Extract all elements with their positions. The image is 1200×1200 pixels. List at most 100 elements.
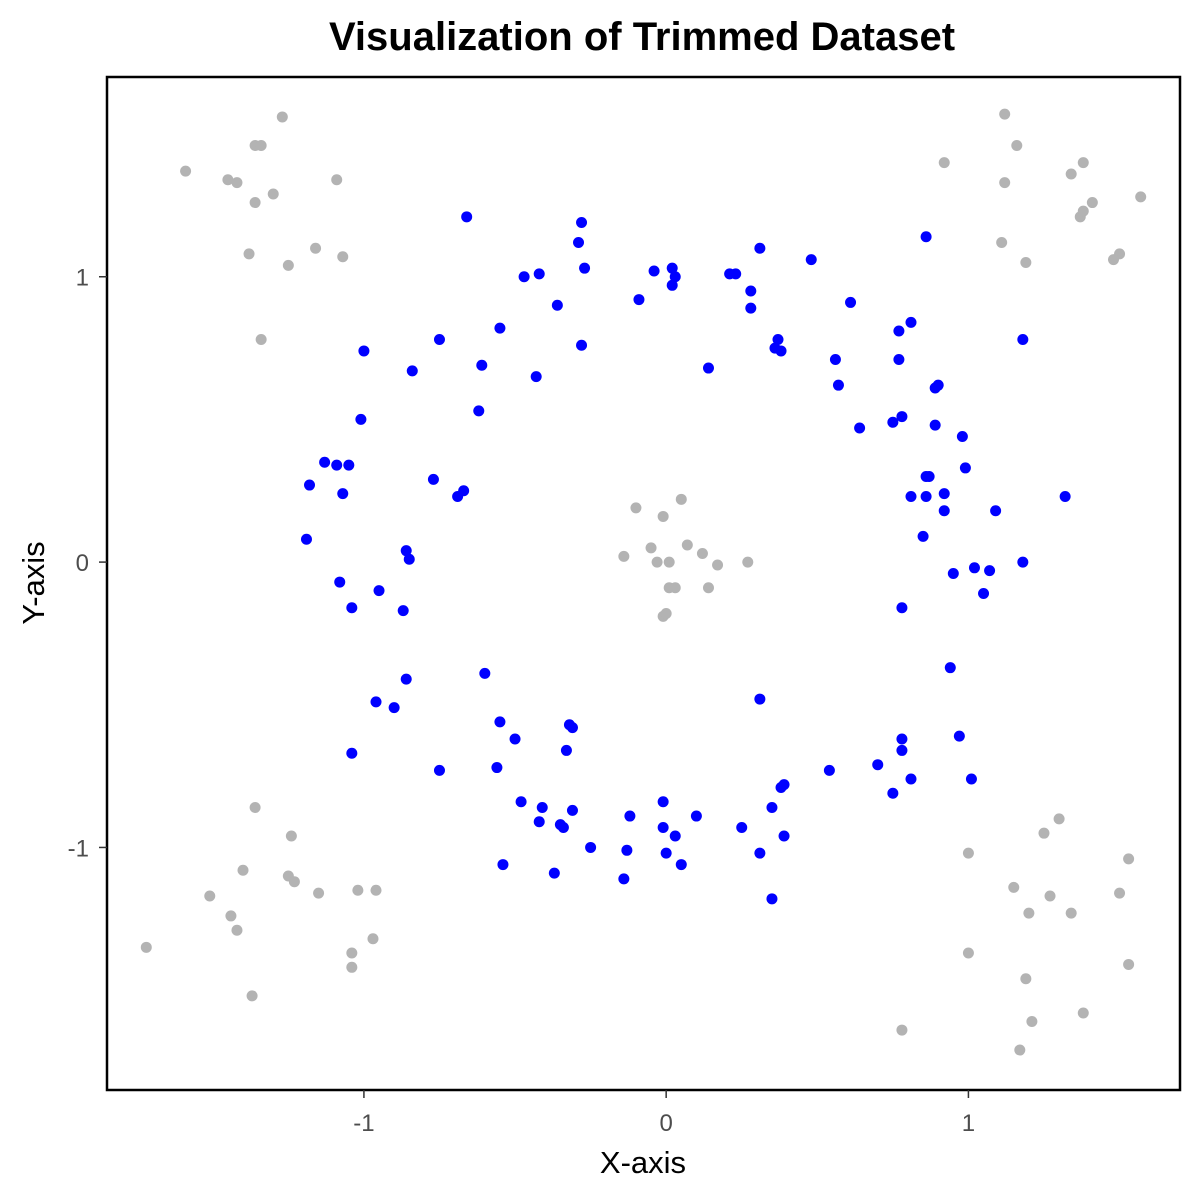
scatter-point [1086, 197, 1098, 209]
scatter-point [388, 702, 400, 714]
scatter-point [1026, 1016, 1038, 1028]
y-tick-label: 1 [76, 265, 89, 292]
scatter-point [905, 773, 917, 785]
scatter-point [805, 254, 817, 266]
scatter-point [551, 299, 563, 311]
scatter-point [648, 265, 660, 277]
scatter-point [766, 802, 778, 814]
chart-title: Visualization of Trimmed Dataset [329, 15, 955, 59]
scatter-point [491, 762, 503, 774]
scatter-point [246, 990, 258, 1002]
scatter-point [358, 345, 370, 357]
scatter-point [222, 174, 234, 186]
scatter-point [579, 262, 591, 274]
scatter-point [754, 847, 766, 859]
scatter-point [1077, 1007, 1089, 1019]
scatter-point [745, 302, 757, 314]
scatter-point [548, 867, 560, 879]
scatter-point [566, 804, 578, 816]
scatter-point [730, 268, 742, 280]
scatter-point [231, 924, 243, 936]
scatter-point [845, 296, 857, 308]
scatter-point [1017, 556, 1029, 568]
scatter-point [1017, 334, 1029, 346]
scatter-point [249, 197, 261, 209]
scatter-point [403, 553, 415, 565]
scatter-point [313, 887, 325, 899]
scatter-point [736, 821, 748, 833]
scatter-point [304, 479, 316, 491]
scatter-point [267, 188, 279, 200]
scatter-point [533, 816, 545, 828]
scatter-point [953, 730, 965, 742]
scatter-point [666, 262, 678, 274]
scatter-point [370, 884, 382, 896]
scatter-point [669, 830, 681, 842]
scatter-point [204, 890, 216, 902]
scatter-point [675, 493, 687, 505]
scatter-point [968, 562, 980, 574]
scatter-point [334, 576, 346, 588]
scatter-point [479, 667, 491, 679]
scatter-point [337, 488, 349, 500]
scatter-point [959, 462, 971, 474]
scatter-point [772, 334, 784, 346]
scatter-point [896, 744, 908, 756]
scatter-point [775, 345, 787, 357]
scatter-point [509, 733, 521, 745]
scatter-point [920, 231, 932, 243]
scatter-point [518, 271, 530, 283]
scatter-point [1008, 881, 1020, 893]
scatter-point [285, 830, 297, 842]
scatter-point [249, 802, 261, 814]
scatter-point [630, 502, 642, 514]
scatter-point [984, 565, 996, 577]
scatter-point [536, 802, 548, 814]
scatter-point [645, 542, 657, 554]
scatter-point [624, 810, 636, 822]
scatter-point [566, 722, 578, 734]
scatter-point [887, 787, 899, 799]
scatter-point [530, 371, 542, 383]
scatter-point [896, 602, 908, 614]
x-tick-label: -1 [353, 1110, 374, 1137]
scatter-point [657, 821, 669, 833]
scatter-point [854, 422, 866, 434]
scatter-point [1053, 813, 1065, 825]
scatter-point [533, 268, 545, 280]
scatter-point [896, 733, 908, 745]
scatter-point [621, 844, 633, 856]
scatter-point [255, 139, 267, 151]
scatter-point [872, 759, 884, 771]
x-axis-label: X-axis [600, 1145, 686, 1180]
scatter-point [367, 933, 379, 945]
scatter-point [1038, 827, 1050, 839]
scatter-point [576, 217, 588, 229]
scatter-point [929, 419, 941, 431]
scatter-point [938, 157, 950, 169]
scatter-point [663, 556, 675, 568]
scatter-point [346, 747, 358, 759]
scatter-point [766, 893, 778, 905]
scatter-point [947, 568, 959, 580]
scatter-point [180, 165, 192, 177]
y-axis-label: Y-axis [16, 541, 51, 624]
scatter-point [657, 510, 669, 522]
scatter-point [745, 285, 757, 297]
scatter-point [560, 744, 572, 756]
scatter-point [702, 362, 714, 374]
scatter-point [832, 379, 844, 391]
scatter-point [140, 941, 152, 953]
scatter-point [1014, 1044, 1026, 1056]
scatter-point [742, 556, 754, 568]
scatter-point [893, 325, 905, 337]
scatter-point [433, 334, 445, 346]
scatter-point [231, 177, 243, 189]
data-points [140, 108, 1147, 1056]
scatter-point [917, 530, 929, 542]
scatter-point [346, 961, 358, 973]
scatter-point [497, 859, 509, 871]
scatter-point [896, 411, 908, 423]
